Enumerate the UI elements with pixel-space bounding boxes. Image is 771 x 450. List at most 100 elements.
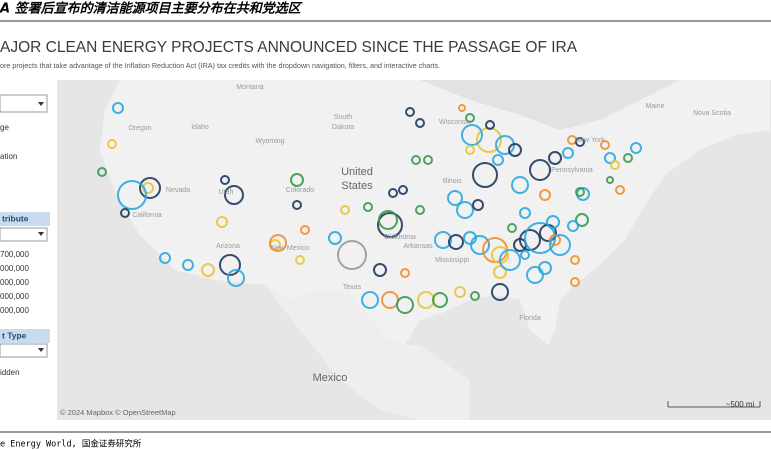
project-marker: [423, 155, 433, 165]
project-marker: [604, 152, 616, 164]
map-label: Arkansas: [403, 243, 433, 250]
project-marker: [575, 137, 585, 147]
project-marker: [549, 234, 561, 246]
scale-label: ~500 mi: [726, 400, 755, 409]
map-label: South: [334, 114, 352, 121]
project-marker: [337, 240, 367, 270]
project-marker: [227, 269, 245, 287]
project-marker: [411, 155, 421, 165]
project-marker: [219, 254, 241, 276]
project-marker: [546, 215, 560, 229]
project-marker: [97, 167, 107, 177]
map-label: Texas: [343, 284, 362, 291]
project-marker: [606, 176, 614, 184]
project-marker: [623, 153, 633, 163]
project-marker: [182, 259, 194, 271]
project-marker: [526, 266, 544, 284]
filter-item: idden: [0, 368, 20, 377]
map-label: Wisconsin: [439, 119, 471, 126]
project-marker: [224, 185, 244, 205]
map-label: Wyoming: [255, 138, 284, 145]
project-marker: [549, 234, 571, 256]
map-label: Mississippi: [435, 257, 469, 264]
dashboard-title: AJOR CLEAN ENERGY PROJECTS ANNOUNCED SIN…: [0, 39, 578, 56]
project-marker: [432, 292, 448, 308]
project-marker: [508, 143, 522, 157]
dropdown[interactable]: [0, 343, 48, 358]
project-marker: [295, 255, 305, 265]
map-label: Nova Scotia: [693, 110, 731, 117]
project-marker: [300, 225, 310, 235]
project-marker: [269, 234, 287, 252]
project-marker: [575, 213, 589, 227]
project-marker: [458, 104, 466, 112]
section-header: [0, 329, 50, 343]
project-marker: [548, 151, 562, 165]
map-label: Florida: [519, 315, 541, 322]
project-marker: [112, 102, 124, 114]
map-label: Arizona: [216, 243, 240, 250]
dropdown-arrow: [38, 348, 44, 352]
map-label: New Mexico: [271, 245, 309, 252]
project-marker: [470, 235, 490, 255]
project-marker: [454, 286, 466, 298]
project-marker: [456, 201, 474, 219]
section-title: t Type: [2, 330, 27, 340]
map-label: Mexico: [313, 372, 348, 384]
project-marker: [575, 187, 585, 197]
project-marker: [493, 265, 507, 279]
project-marker: [600, 140, 610, 150]
project-marker: [465, 113, 475, 123]
mexico-land: [265, 285, 470, 420]
canada-border-area: [420, 80, 680, 130]
size-legend-label: 000,000: [0, 306, 29, 315]
project-marker: [492, 154, 504, 166]
project-marker: [567, 220, 579, 232]
project-marker: [216, 216, 228, 228]
project-marker: [499, 249, 521, 271]
size-legend-label: 000,000: [0, 278, 29, 287]
section-title: tribute: [2, 213, 29, 223]
project-marker: [507, 223, 517, 233]
project-marker: [377, 212, 403, 238]
map-label: New York: [575, 137, 605, 144]
project-marker: [220, 175, 230, 185]
project-marker: [539, 189, 551, 201]
dashboard-subtitle: ore projects that take advantage of the …: [0, 61, 440, 70]
size-legend-label: 000,000: [0, 264, 29, 273]
project-marker: [361, 291, 379, 309]
project-marker: [570, 255, 580, 265]
source: e Energy World, 国金证券研究所: [0, 439, 142, 450]
project-marker: [378, 210, 398, 230]
project-marker: [465, 145, 475, 155]
section-header: [0, 212, 50, 226]
dropdown[interactable]: [0, 94, 48, 113]
project-marker: [434, 231, 452, 249]
project-marker: [120, 208, 130, 218]
project-marker: [447, 190, 463, 206]
caption: A 签署后宣布的清洁能源项目主要分布在共和党选区: [0, 1, 303, 17]
project-marker: [511, 176, 529, 194]
project-marker: [396, 296, 414, 314]
project-marker: [520, 250, 530, 260]
size-legend-label: 000,000: [0, 292, 29, 301]
project-marker: [139, 177, 161, 199]
project-marker: [448, 234, 464, 250]
filter-item: ge: [0, 123, 9, 132]
dropdown-arrow: [38, 102, 44, 106]
project-marker: [398, 185, 408, 195]
map-label: California: [132, 212, 162, 219]
project-marker: [610, 160, 620, 170]
dropdown-arrow: [38, 232, 44, 236]
map-label: Utah: [219, 189, 234, 196]
project-marker: [292, 200, 302, 210]
dropdown[interactable]: [0, 227, 48, 242]
project-marker: [159, 252, 171, 264]
project-marker: [405, 107, 415, 117]
project-marker: [461, 124, 483, 146]
project-marker: [615, 185, 625, 195]
project-marker: [562, 147, 574, 159]
map-label: States: [341, 180, 373, 192]
project-marker: [570, 277, 580, 287]
